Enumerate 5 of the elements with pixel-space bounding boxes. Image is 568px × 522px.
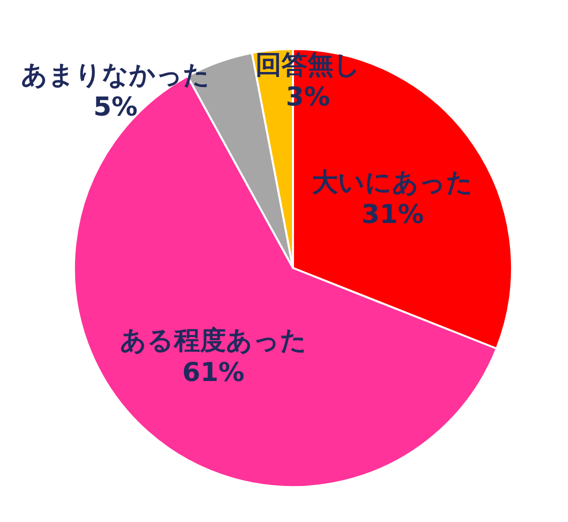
slice-label: 大いにあった [312, 168, 474, 198]
data-label: 5% [93, 92, 138, 123]
slice-label: ある程度あった [120, 326, 307, 356]
data-label: 31% [362, 200, 424, 230]
data-label: 61% [182, 358, 244, 388]
